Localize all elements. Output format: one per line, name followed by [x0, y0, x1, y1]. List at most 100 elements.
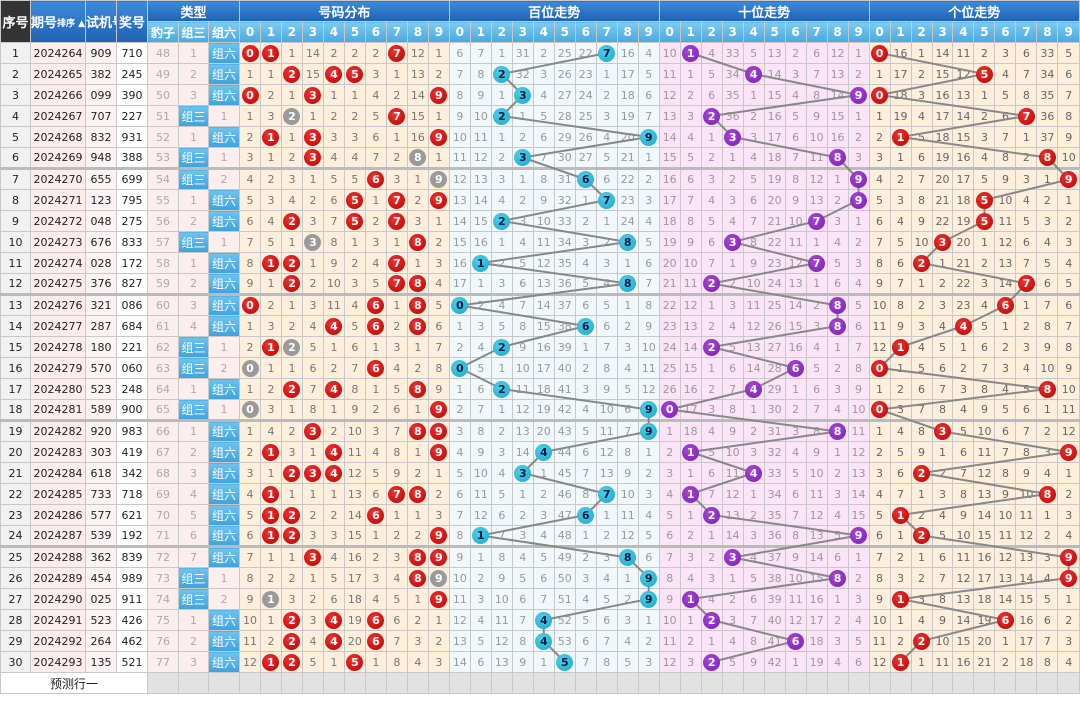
unit-trend-cell: 4 [1036, 567, 1059, 589]
issue-cell: 2024290 [30, 588, 86, 610]
predict-cell[interactable] [280, 672, 303, 694]
hund-trend-cell: 3 [595, 545, 618, 568]
ten-trend-cell: 14 [763, 63, 786, 85]
predict-cell[interactable] [595, 672, 618, 694]
seq-cell: 20 [0, 441, 31, 463]
ten-trend-cell: 7 [700, 252, 723, 274]
ten-trend-cell: 10 [742, 273, 765, 295]
predict-row-label[interactable]: 预测行一 [0, 672, 148, 694]
ten-digit-ball: 9 [850, 86, 868, 104]
predict-cell[interactable] [427, 672, 450, 694]
predict-cell[interactable] [910, 672, 933, 694]
digit-ball: 9 [430, 549, 448, 566]
ten-digit-ball: 8 [829, 423, 847, 440]
distribution-cell: 11 [322, 293, 345, 316]
predict-cell[interactable] [448, 672, 471, 694]
predict-cell[interactable] [178, 672, 209, 694]
predict-cell[interactable] [721, 672, 744, 694]
predict-cell[interactable] [385, 672, 408, 694]
test-number-cell: 570 [85, 357, 117, 379]
baozi-omission: 56 [147, 210, 179, 232]
predict-cell[interactable] [784, 672, 807, 694]
predict-cell[interactable] [742, 672, 765, 694]
predict-cell[interactable] [616, 672, 639, 694]
ten-trend-cell: 13 [847, 462, 870, 484]
distribution-cell: 2 [280, 567, 303, 589]
predict-cell[interactable] [952, 672, 975, 694]
hund-trend-cell: 6 [532, 126, 555, 148]
distribution-cell: 9 [239, 273, 261, 295]
hund-trend-cell: 9 [637, 126, 660, 148]
distribution-cell: 1 [260, 483, 282, 505]
predict-cell[interactable] [1036, 672, 1059, 694]
predict-cell[interactable] [322, 672, 345, 694]
hund-trend-cell: 2 [574, 545, 597, 568]
predict-cell[interactable] [763, 672, 786, 694]
unit-trend-cell: 7 [1015, 252, 1038, 274]
ten-trend-cell: 3 [826, 210, 849, 232]
predict-cell[interactable] [679, 672, 702, 694]
predict-cell[interactable] [994, 672, 1017, 694]
predict-cell[interactable] [868, 672, 891, 694]
unit-trend-cell: 8 [868, 567, 891, 589]
predict-cell[interactable] [343, 672, 366, 694]
predict-cell[interactable] [301, 672, 324, 694]
predict-cell[interactable] [973, 672, 996, 694]
predict-cell[interactable] [511, 672, 534, 694]
predict-cell[interactable] [574, 672, 597, 694]
unit-trend-cell: 1 [889, 336, 912, 358]
predict-cell[interactable] [889, 672, 912, 694]
distribution-cell: 4 [260, 419, 282, 442]
predict-cell[interactable] [553, 672, 576, 694]
predict-cell[interactable] [805, 672, 828, 694]
predict-cell[interactable] [658, 672, 681, 694]
digit-col-header: 4 [952, 21, 975, 43]
ten-trend-cell: 8 [826, 315, 849, 337]
distribution-cell: 3 [280, 441, 303, 463]
sort-button[interactable]: 排序 ▲▼ [57, 19, 84, 29]
digit-col-header: 2 [700, 21, 723, 43]
hund-trend-cell: 1 [511, 167, 534, 190]
distribution-cell: 2 [406, 357, 429, 379]
distribution-cell: 1 [239, 105, 261, 127]
ten-trend-cell: 1 [847, 210, 870, 232]
ten-trend-cell: 1 [721, 567, 744, 589]
predict-cell[interactable] [847, 672, 870, 694]
ten-trend-cell: 4 [679, 126, 702, 148]
predict-cell[interactable] [260, 672, 282, 694]
predict-cell[interactable] [364, 672, 387, 694]
predict-cell[interactable] [826, 672, 849, 694]
distribution-cell: 1 [280, 126, 303, 148]
hund-trend-cell: 4 [616, 357, 639, 379]
unit-trend-cell: 9 [931, 609, 954, 631]
predict-cell[interactable] [931, 672, 954, 694]
unit-trend-cell: 20 [952, 231, 975, 253]
predict-cell[interactable] [406, 672, 429, 694]
baozi-omission: 53 [147, 147, 179, 169]
predict-cell[interactable] [207, 672, 241, 694]
predict-cell[interactable] [147, 672, 179, 694]
predict-cell[interactable] [469, 672, 492, 694]
predict-cell[interactable] [637, 672, 660, 694]
predict-cell[interactable] [490, 672, 513, 694]
distribution-cell: 2 [364, 545, 387, 568]
unit-trend-cell: 8 [1015, 84, 1038, 106]
seq-cell: 12 [0, 273, 31, 295]
hund-trend-cell: 1 [490, 231, 513, 253]
hund-trend-cell: 5 [532, 545, 555, 568]
issue-header[interactable]: 期号排序 ▲▼ [30, 0, 86, 43]
predict-cell[interactable] [1057, 672, 1080, 694]
digit-ball: 8 [409, 380, 427, 398]
ten-trend-cell: 6 [784, 483, 807, 505]
hund-trend-cell: 5 [448, 462, 471, 484]
unit-trend-cell: 8 [994, 147, 1017, 169]
predict-cell[interactable] [700, 672, 723, 694]
distribution-cell: 6 [322, 588, 345, 610]
issue-cell: 2024286 [30, 504, 86, 526]
ten-trend-cell: 13 [742, 336, 765, 358]
baozi-omission: 50 [147, 84, 179, 106]
predict-cell[interactable] [1015, 672, 1038, 694]
predict-cell[interactable] [239, 672, 261, 694]
hund-trend-cell: 46 [553, 483, 576, 505]
predict-cell[interactable] [532, 672, 555, 694]
